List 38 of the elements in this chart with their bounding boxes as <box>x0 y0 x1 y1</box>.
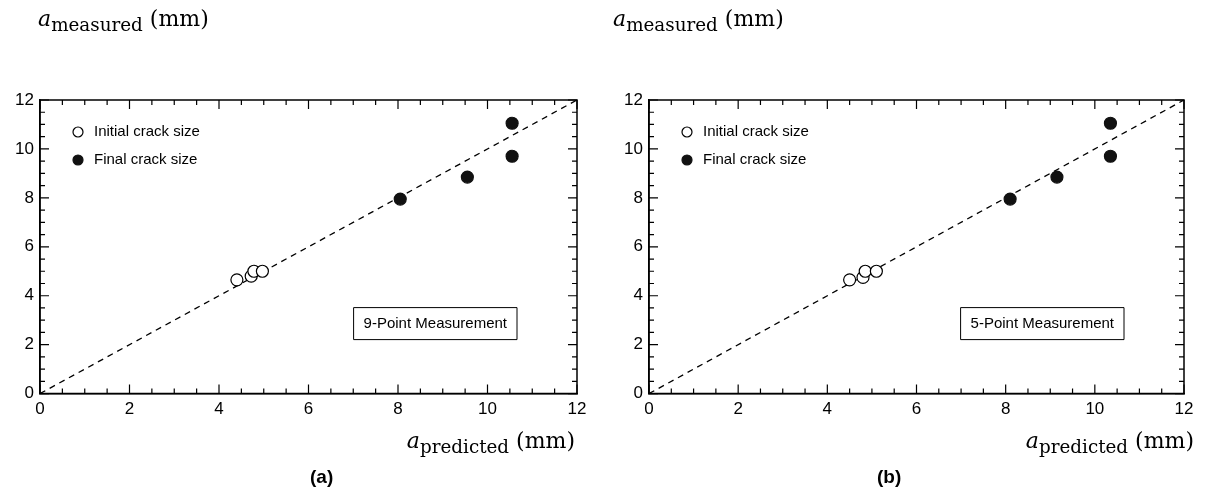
y-tick-label: 12 <box>15 89 34 109</box>
y-tick-label: 8 <box>24 187 34 207</box>
x-tick-label: 12 <box>567 399 587 419</box>
x-tick-label: 10 <box>1085 399 1105 419</box>
text: (b) <box>877 466 902 488</box>
legend-label: Initial crack size <box>703 122 809 140</box>
y-tick-label: 8 <box>633 187 643 207</box>
legend-label: Final crack size <box>94 150 198 168</box>
annotation: 9-Point Measurement <box>363 313 508 331</box>
x-tick-label: 2 <box>733 399 743 419</box>
x-axis-title: a$_{predicted}$ (mm) <box>1025 428 1194 458</box>
annotation: 5-Point Measurement <box>970 313 1115 331</box>
y-tick-label: 10 <box>624 138 643 158</box>
x-tick-label: 8 <box>393 399 403 419</box>
x-tick-label: 4 <box>822 399 833 419</box>
y-tick-label: 0 <box>633 383 643 403</box>
y-tick-label: 6 <box>24 236 34 256</box>
x-tick-label: 4 <box>214 399 224 419</box>
y-axis-title: a$_{measured}$ (mm) <box>613 6 784 36</box>
legend-label: Final crack size <box>703 150 807 168</box>
text: (a) <box>310 466 334 488</box>
x-tick-label: 6 <box>303 399 314 419</box>
y-tick-label: 12 <box>624 89 643 109</box>
y-axis-title: a$_{measured}$ (mm) <box>38 6 209 36</box>
x-tick-label: 12 <box>1174 399 1194 419</box>
y-tick-label: 4 <box>633 285 643 305</box>
y-tick-label: 0 <box>24 383 34 403</box>
y-tick-label: 10 <box>15 138 34 158</box>
x-tick-label: 2 <box>124 399 135 419</box>
x-axis-title: a$_{predicted}$ (mm) <box>406 428 575 458</box>
y-tick-label: 4 <box>24 285 34 305</box>
y-tick-label: 6 <box>633 236 643 256</box>
legend-label: Initial crack size <box>94 122 200 140</box>
y-tick-label: 2 <box>633 334 643 354</box>
x-tick-label: 10 <box>478 399 497 419</box>
x-tick-label: 8 <box>1000 399 1011 419</box>
y-tick-label: 2 <box>24 334 34 354</box>
x-tick-label: 6 <box>911 399 922 419</box>
